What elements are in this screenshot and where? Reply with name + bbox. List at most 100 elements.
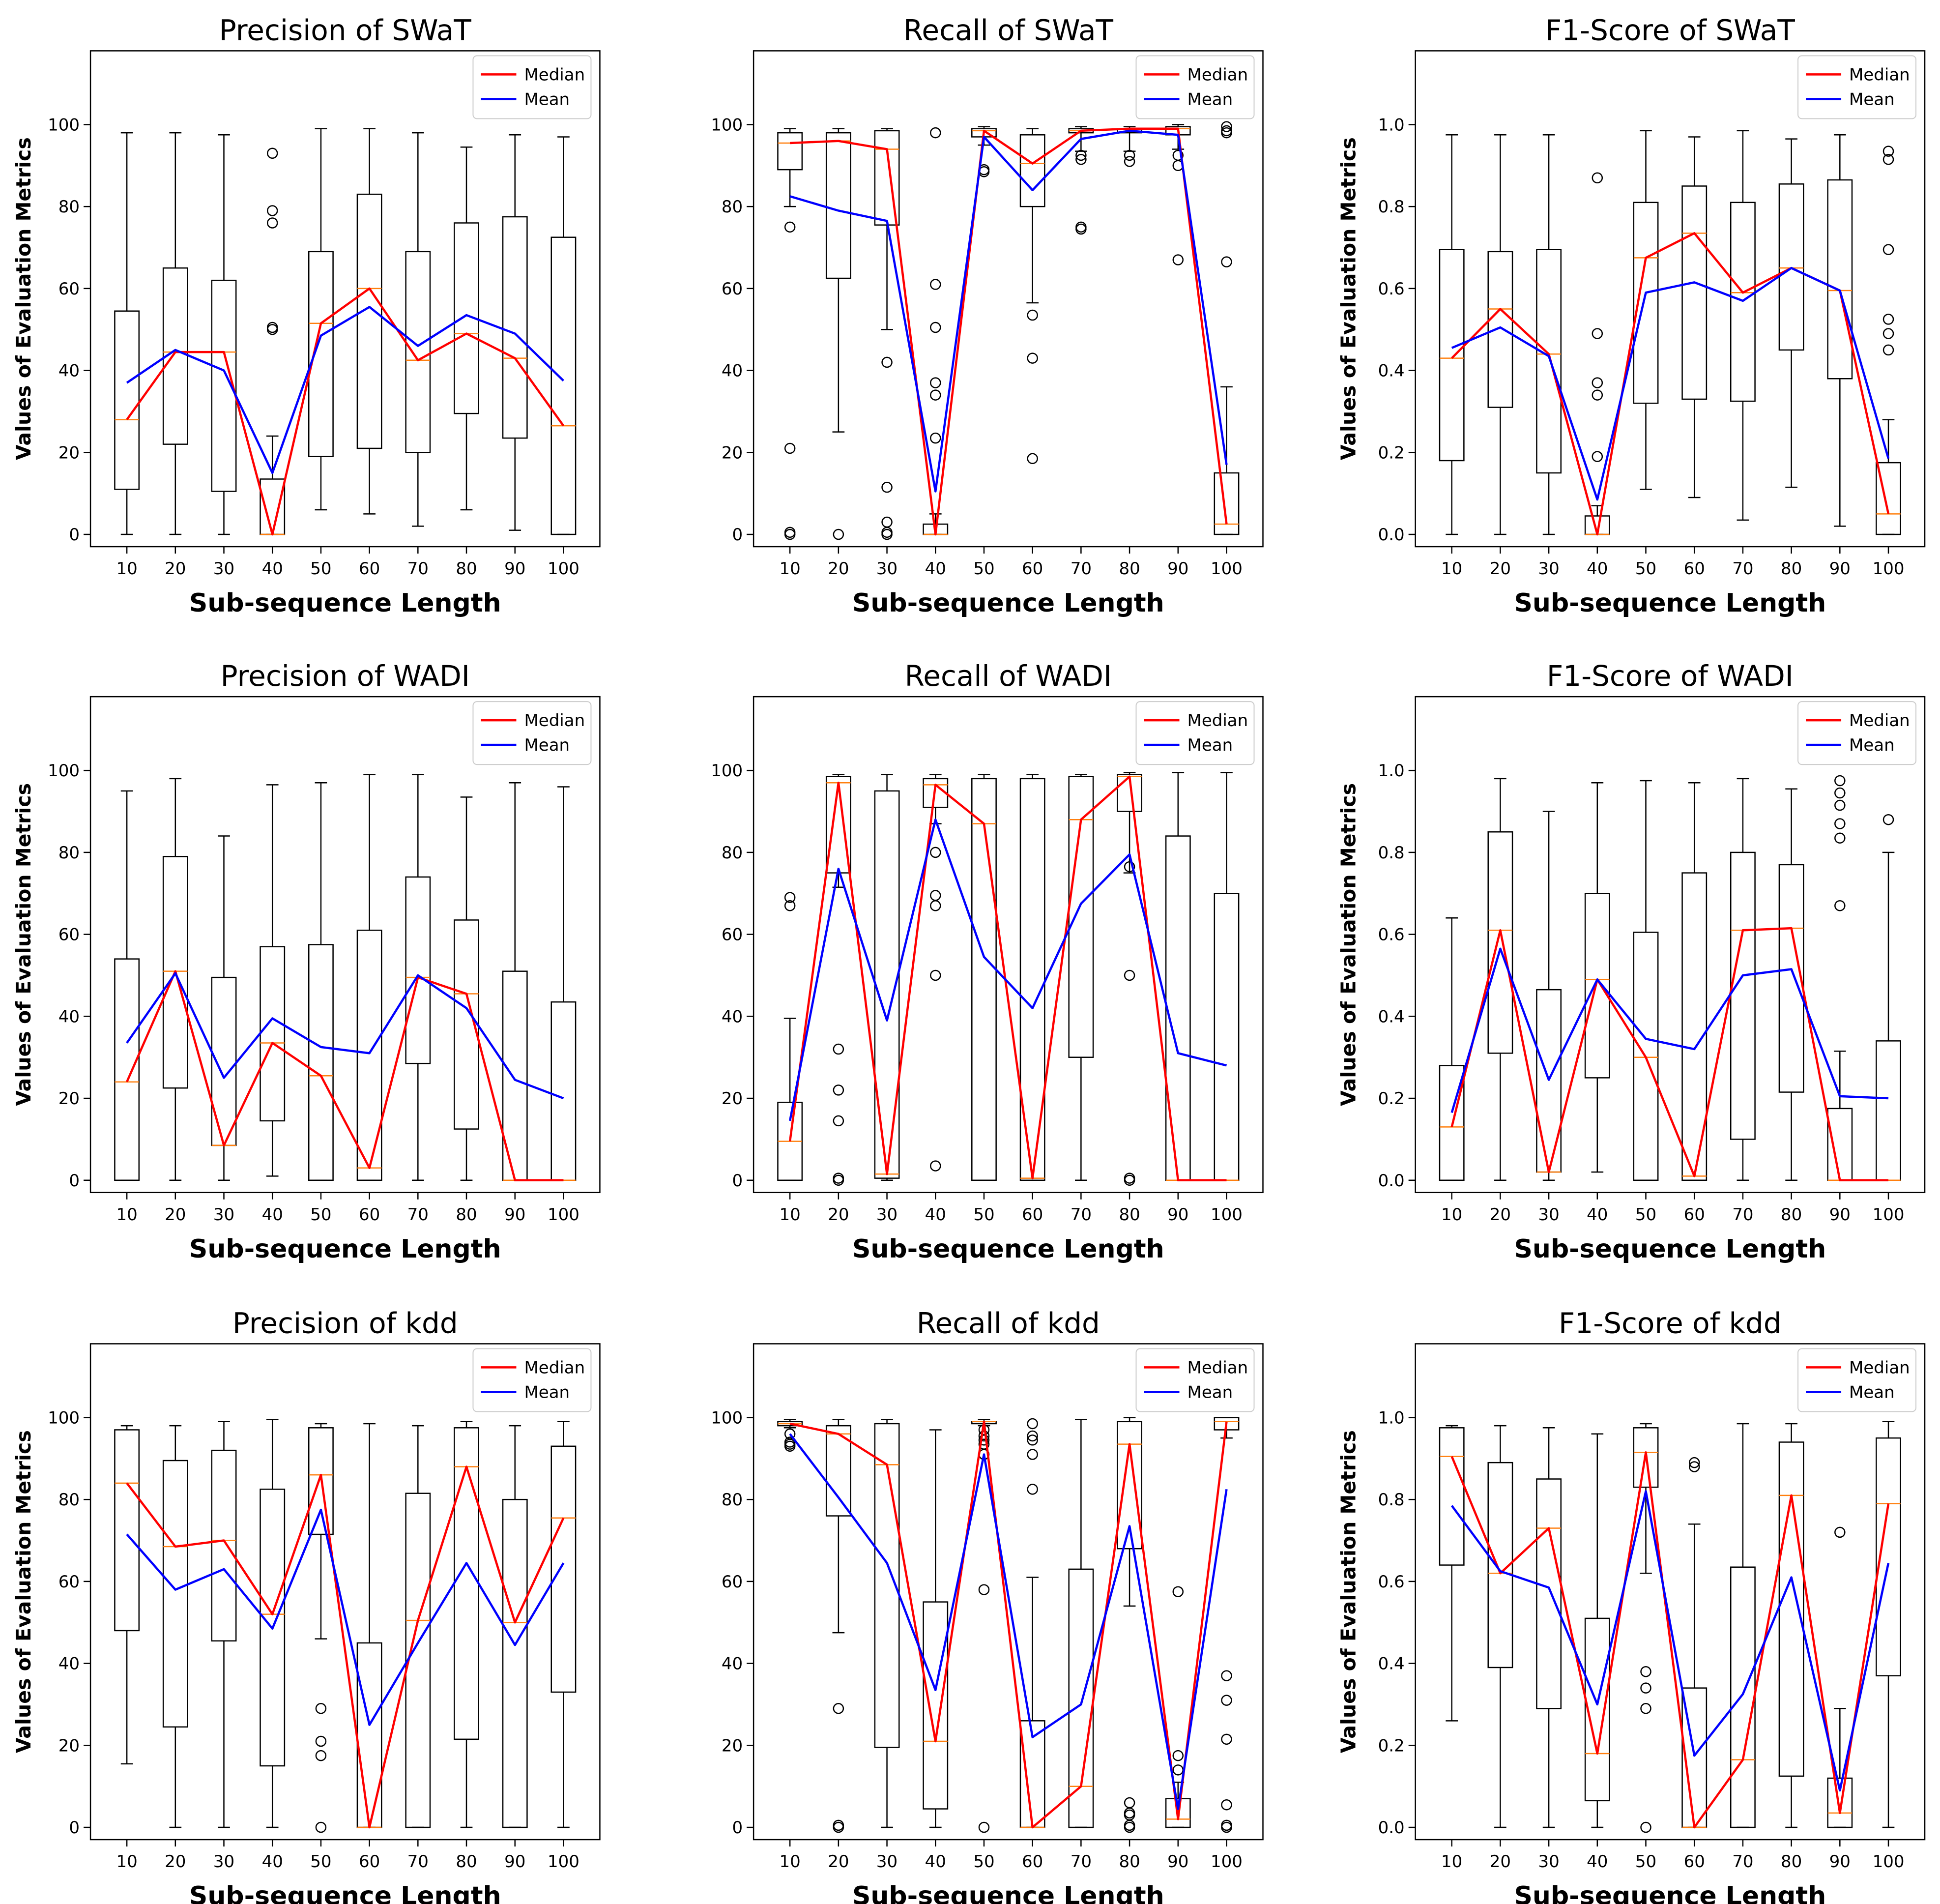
y-tick-label: 1.0 xyxy=(1378,761,1405,781)
x-tick-label: 50 xyxy=(1635,1205,1656,1225)
subplot-5: Recall of WADI 0 20 40 60 80 100 10 20 30 40 50 60 70… xyxy=(711,659,1264,1264)
x-tick-label: 80 xyxy=(456,559,477,579)
box-20 xyxy=(1487,1425,1513,1828)
x-tick-label: 70 xyxy=(1071,559,1092,579)
outlier-point xyxy=(1075,223,1087,235)
outlier-point xyxy=(266,217,278,229)
plot-frame xyxy=(1415,1343,1926,1841)
outlier-point xyxy=(1221,121,1232,132)
x-tick-label: 90 xyxy=(504,559,525,579)
x-tick-label: 90 xyxy=(1829,1205,1851,1225)
x-tick-label: 50 xyxy=(310,1852,331,1872)
median-line xyxy=(126,970,564,1182)
legend-label: Mean xyxy=(1849,89,1895,109)
x-tick-label: 30 xyxy=(876,559,898,579)
x-tick-label: 10 xyxy=(116,1852,137,1872)
outlier-point xyxy=(1834,775,1846,787)
box-iqr xyxy=(1827,1777,1853,1828)
box-50 xyxy=(1633,130,1659,490)
box-iqr xyxy=(1633,932,1659,1181)
box-10 xyxy=(1439,134,1465,535)
x-tick-label: 50 xyxy=(973,559,994,579)
box-40 xyxy=(923,127,949,535)
box-50 xyxy=(308,128,334,511)
box-iqr xyxy=(1730,202,1756,402)
y-tick-label: 0.4 xyxy=(1378,1654,1405,1674)
box-100 xyxy=(1214,772,1240,1181)
y-tick-label: 100 xyxy=(48,761,80,781)
mean-line xyxy=(789,129,1228,493)
plot-frame xyxy=(89,696,601,1194)
y-axis-label: Values of Evaluation Metrics xyxy=(1337,137,1361,460)
y-tick-label: 0.0 xyxy=(1378,1171,1405,1191)
x-tick-label: 20 xyxy=(828,559,849,579)
legend-label: Median xyxy=(1187,1358,1248,1377)
box-30 xyxy=(874,774,900,1181)
y-axis-label: Values of Evaluation Metrics xyxy=(1337,1430,1361,1753)
x-tick-label: 10 xyxy=(116,559,137,579)
box-40 xyxy=(1584,1433,1610,1828)
y-tick-label: 0 xyxy=(732,525,743,545)
y-tick-label: 60 xyxy=(722,279,743,299)
x-tick-label: 40 xyxy=(925,1852,946,1872)
outlier-point xyxy=(1221,1670,1232,1681)
box-70 xyxy=(405,132,431,527)
x-tick-label: 10 xyxy=(1441,559,1462,579)
y-axis-label: Values of Evaluation Metrics xyxy=(12,1430,35,1753)
chart-title: Recall of kdd xyxy=(917,1306,1100,1340)
y-tick-label: 80 xyxy=(722,1490,743,1510)
outlier-point xyxy=(1834,832,1846,844)
box-iqr xyxy=(502,1498,528,1828)
y-tick-label: 20 xyxy=(58,1736,80,1756)
y-tick-label: 80 xyxy=(58,197,80,217)
outlier-point xyxy=(1640,1666,1651,1677)
box-iqr xyxy=(211,279,237,492)
box-100 xyxy=(1214,121,1240,535)
box-90 xyxy=(502,134,528,531)
outlier-point xyxy=(881,481,893,493)
box-iqr xyxy=(1876,1437,1901,1676)
legend: Median Mean xyxy=(1797,701,1917,765)
x-tick-label: 70 xyxy=(1732,1205,1753,1225)
legend-label: Mean xyxy=(1849,1382,1895,1402)
outlier-point xyxy=(1124,149,1135,161)
y-tick-label: 60 xyxy=(722,925,743,945)
chart-title: F1-Score of WADI xyxy=(1547,659,1794,693)
x-tick-label: 40 xyxy=(262,559,283,579)
outlier-point xyxy=(1882,154,1894,165)
y-tick-label: 0.6 xyxy=(1378,1572,1405,1592)
legend-label: Median xyxy=(1187,65,1248,85)
x-tick-label: 50 xyxy=(1635,559,1656,579)
box-iqr xyxy=(923,778,949,808)
outlier-point xyxy=(1834,1526,1846,1538)
x-tick-label: 50 xyxy=(310,559,331,579)
y-tick-label: 20 xyxy=(58,443,80,463)
y-tick-label: 40 xyxy=(58,361,80,381)
outlier-point xyxy=(1882,244,1894,255)
box-100 xyxy=(550,136,577,535)
box-iqr xyxy=(1117,1421,1143,1550)
legend-label: Median xyxy=(524,65,585,85)
box-20 xyxy=(1487,134,1513,535)
box-90 xyxy=(1165,1586,1191,1828)
outlier-point xyxy=(1592,377,1603,388)
outlier-point xyxy=(315,1735,327,1747)
mean-line xyxy=(1450,1490,1890,1792)
box-10 xyxy=(1439,1425,1465,1722)
median-line xyxy=(789,1420,1228,1829)
box-iqr xyxy=(1827,1108,1853,1181)
box-iqr xyxy=(356,193,382,449)
y-tick-label: 0 xyxy=(732,1171,743,1191)
box-50 xyxy=(308,782,334,1181)
outlier-point xyxy=(1027,1449,1038,1460)
outlier-point xyxy=(1027,1435,1038,1446)
box-iqr xyxy=(1778,183,1804,351)
x-tick-label: 40 xyxy=(1587,559,1608,579)
x-axis-label: Sub-sequence Length xyxy=(1514,1234,1826,1264)
outlier-point xyxy=(1172,1764,1184,1776)
outlier-point xyxy=(1124,861,1135,873)
median-line xyxy=(788,775,1227,1182)
y-tick-label: 60 xyxy=(722,1572,743,1592)
x-tick-label: 70 xyxy=(1071,1205,1092,1225)
box-30 xyxy=(1536,134,1562,535)
